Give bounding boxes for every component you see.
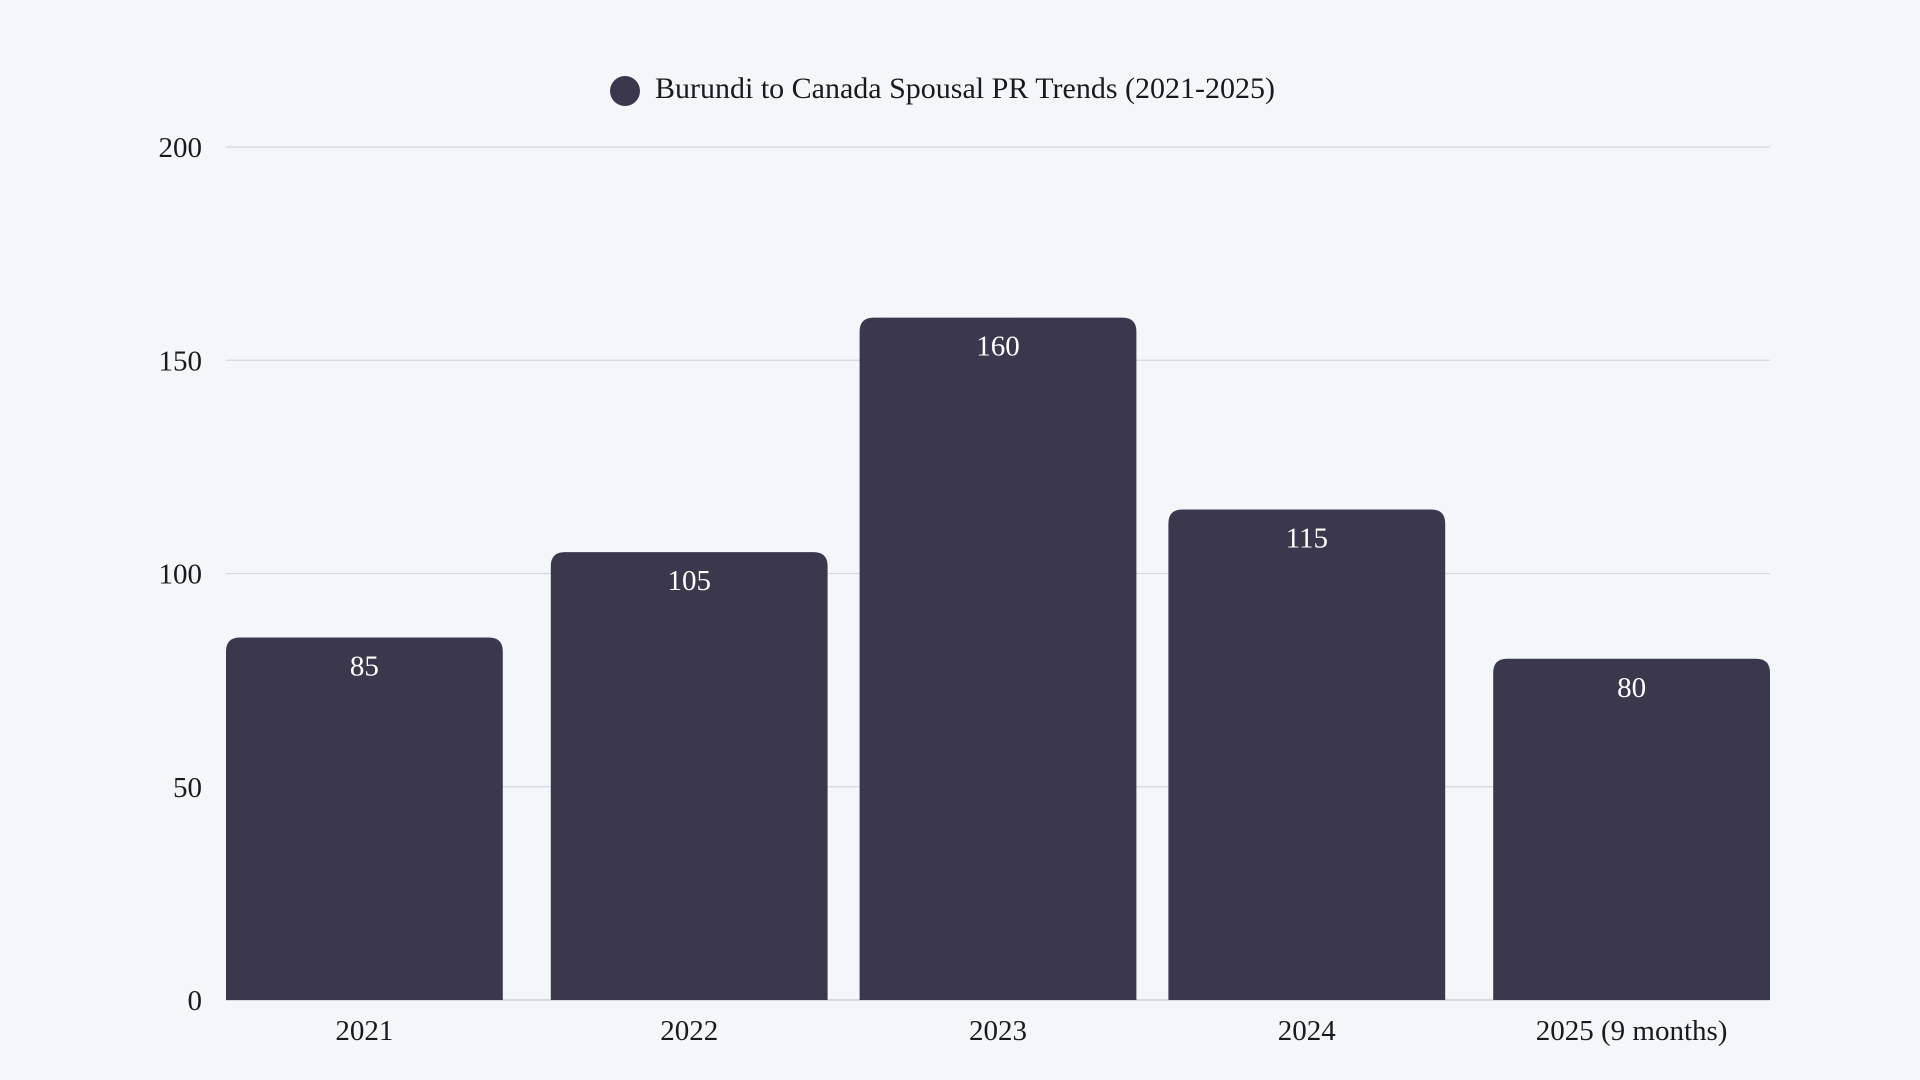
- legend[interactable]: Burundi to Canada Spousal PR Trends (202…: [610, 72, 1275, 106]
- bar-2025-9-months-[interactable]: [1493, 658, 1770, 1000]
- y-tick-label: 0: [188, 985, 203, 1017]
- x-axis-labels: 2021 2022 2023 2024 2025 (9 months): [335, 1015, 1727, 1047]
- bar-2021[interactable]: [226, 637, 503, 1000]
- data-label: 85: [350, 650, 379, 682]
- bars: 85 105 160 115 80: [226, 317, 1770, 1001]
- y-tick-label: 150: [159, 345, 203, 377]
- y-tick-label: 200: [159, 132, 203, 164]
- bar-2024[interactable]: [1168, 509, 1446, 1000]
- y-tick-label: 50: [173, 772, 202, 804]
- legend-label: Burundi to Canada Spousal PR Trends (202…: [655, 72, 1275, 105]
- x-tick-label: 2021: [335, 1015, 393, 1047]
- x-tick-label: 2022: [660, 1015, 718, 1047]
- x-tick-label: 2024: [1278, 1015, 1337, 1047]
- data-label: 115: [1286, 523, 1328, 555]
- data-label: 105: [667, 565, 711, 597]
- bar-2022[interactable]: [550, 552, 828, 1000]
- legend-marker: [610, 76, 640, 106]
- bar-2023[interactable]: [859, 317, 1137, 1001]
- x-tick-label: 2023: [969, 1015, 1027, 1047]
- data-label: 160: [976, 331, 1020, 363]
- x-tick-label: 2025 (9 months): [1536, 1015, 1728, 1047]
- y-axis-labels: 0 50 100 150 200: [159, 132, 203, 1017]
- y-tick-label: 100: [159, 559, 203, 591]
- data-label: 80: [1617, 672, 1646, 704]
